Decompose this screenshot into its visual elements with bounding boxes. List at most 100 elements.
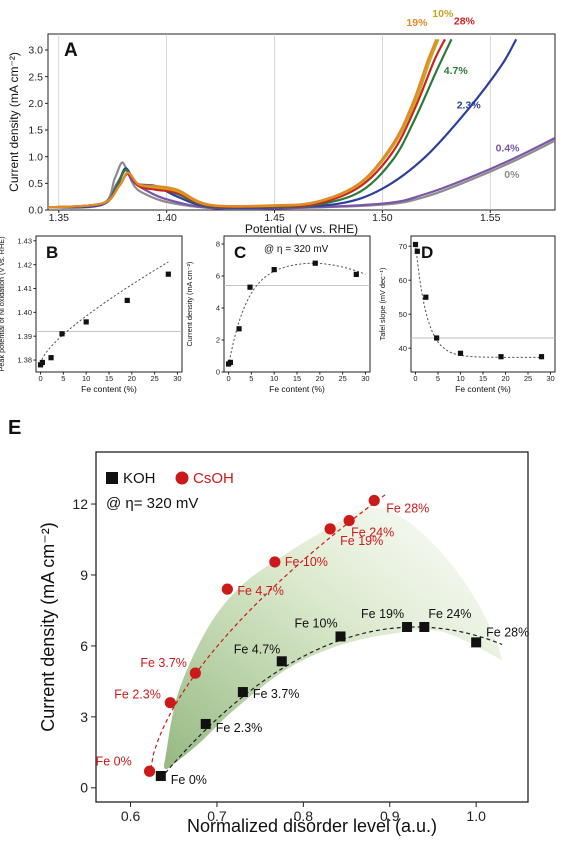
data-point-csoh [324, 523, 336, 535]
data-point [83, 319, 89, 325]
data-point-csoh [343, 514, 355, 527]
fit-curve [228, 262, 366, 366]
x-axis-title: Fe content (%) [269, 384, 325, 394]
x-tick-label: 0.8 [294, 808, 314, 824]
y-tick-label: 4 [216, 304, 220, 313]
data-point [271, 267, 277, 273]
plot-frame [95, 451, 529, 803]
x-tick-label: 0 [38, 374, 42, 383]
point-label: Fe 19% [361, 607, 404, 621]
shaded-band [164, 507, 503, 770]
annotation: @ η= 320 mV [106, 495, 198, 512]
y-axis-title: Tafel slope (mV dec⁻¹) [378, 268, 387, 341]
point-label: Fe 28% [386, 501, 429, 515]
y-tick-label: 0.0 [28, 205, 43, 217]
series-line-10pct [48, 38, 440, 209]
series-line-0_4pct [48, 137, 555, 210]
data-point-koh [237, 687, 248, 698]
data-point [227, 359, 233, 365]
x-tick-label: 10 [456, 374, 464, 383]
point-label: Fe 10% [295, 616, 338, 630]
curve-label: 0.4% [496, 142, 521, 154]
panel-e: 0.6 0.7 0.8 0.9 1.0 0 3 6 9 12 Normalized disorder… [8, 417, 529, 836]
x-tick-label: 15 [105, 374, 113, 383]
y-tick-label: 60 [399, 276, 407, 285]
legend-label: KOH [123, 470, 156, 487]
point-label: Fe 3.7% [140, 656, 187, 670]
panel-b: 0 5 10 15 20 25 30 1.38 1.39 1.40 1.41 1.42 1.43 Fe c… [0, 235, 183, 394]
x-tick-label: 30 [361, 374, 369, 383]
series-line-28pct [48, 38, 446, 209]
point-label: Fe 4.7% [237, 584, 284, 598]
data-point [434, 335, 440, 341]
data-point-csoh [269, 556, 281, 568]
x-axis-title: Fe content (%) [81, 384, 137, 394]
fit-curve [40, 261, 169, 364]
point-label: Fe 28% [486, 625, 529, 639]
panel-label: B [46, 243, 58, 262]
data-point-csoh [164, 697, 176, 709]
data-point-koh [200, 718, 211, 729]
curve-label: 28% [454, 15, 476, 27]
data-point [39, 359, 45, 366]
plot-frame [47, 33, 556, 211]
x-tick-label: 0.7 [207, 808, 227, 824]
curve-label: 4.7% [444, 65, 469, 77]
x-axis-title: Normalized disorder level (a.u.) [187, 816, 437, 836]
x-tick-label: 25 [524, 374, 532, 383]
curve-label: 0% [504, 169, 520, 181]
y-tick-label: 0 [216, 368, 220, 377]
point-label: Fe 0% [171, 773, 207, 787]
y-tick-label: 6 [80, 638, 88, 654]
data-point [312, 260, 318, 266]
data-point-koh [402, 622, 413, 632]
x-tick-label: 1.40 [156, 212, 177, 224]
y-tick-label: 1.39 [17, 332, 32, 341]
x-tick-label: 15 [479, 374, 487, 383]
y-tick-label: 0.5 [28, 178, 43, 190]
y-tick-label: 40 [399, 344, 407, 353]
y-tick-label: 3 [80, 709, 88, 725]
data-point-csoh [143, 765, 156, 777]
panel-a: 1.35 1.40 1.45 1.50 1.55 0.0 0.5 1.0 1.5 2.0 2.5 3.… [7, 8, 556, 236]
data-point-koh [335, 631, 346, 642]
y-tick-label: 3.0 [28, 45, 43, 57]
data-point [165, 271, 171, 277]
y-tick-label: 1.5 [28, 125, 43, 137]
data-point [236, 326, 242, 332]
x-axis-title: Potential (V vs. RHE) [245, 222, 358, 236]
data-point [457, 350, 464, 356]
data-point-koh [155, 770, 166, 781]
point-label: Fe 0% [96, 754, 132, 768]
trend-curve-koh [160, 626, 503, 779]
data-point [353, 271, 359, 277]
point-label: Fe 3.7% [253, 687, 300, 701]
y-tick-label: 50 [399, 310, 407, 319]
y-tick-label: 12 [72, 496, 88, 512]
panel-label: E [8, 417, 21, 439]
x-tick-label: 25 [150, 374, 158, 383]
y-tick-label: 1.41 [17, 284, 32, 293]
point-label: Fe 4.7% [234, 642, 281, 656]
legend: KOH CsOH [106, 470, 234, 487]
point-label: Fe 2.3% [114, 688, 161, 702]
x-tick-label: 1.50 [372, 212, 393, 224]
x-tick-label: 30 [546, 374, 554, 383]
x-tick-label: 20 [128, 374, 136, 383]
data-point-koh [419, 622, 430, 632]
x-axis-title: Fe content (%) [455, 384, 511, 394]
series-group [48, 38, 555, 210]
y-tick-label: 2.5 [28, 71, 43, 83]
x-tick-label: 0.9 [380, 808, 400, 824]
data-point [59, 331, 65, 337]
y-tick-label: 1.42 [17, 260, 32, 269]
point-label: Fe 24% [428, 607, 471, 621]
data-point-csoh [189, 667, 201, 679]
series-line-19pct [48, 38, 438, 209]
y-axis-title: Current density (mA cm⁻²) [7, 52, 21, 192]
x-tick-label: 10 [270, 374, 278, 383]
panel-d: 0 5 10 15 20 25 30 40 50 60 70 Fe content (%) Tafel … [378, 235, 556, 394]
annotation: @ η = 320 mV [264, 244, 329, 255]
curve-label: 2.3% [457, 100, 482, 112]
point-label: Fe 19% [340, 534, 383, 548]
